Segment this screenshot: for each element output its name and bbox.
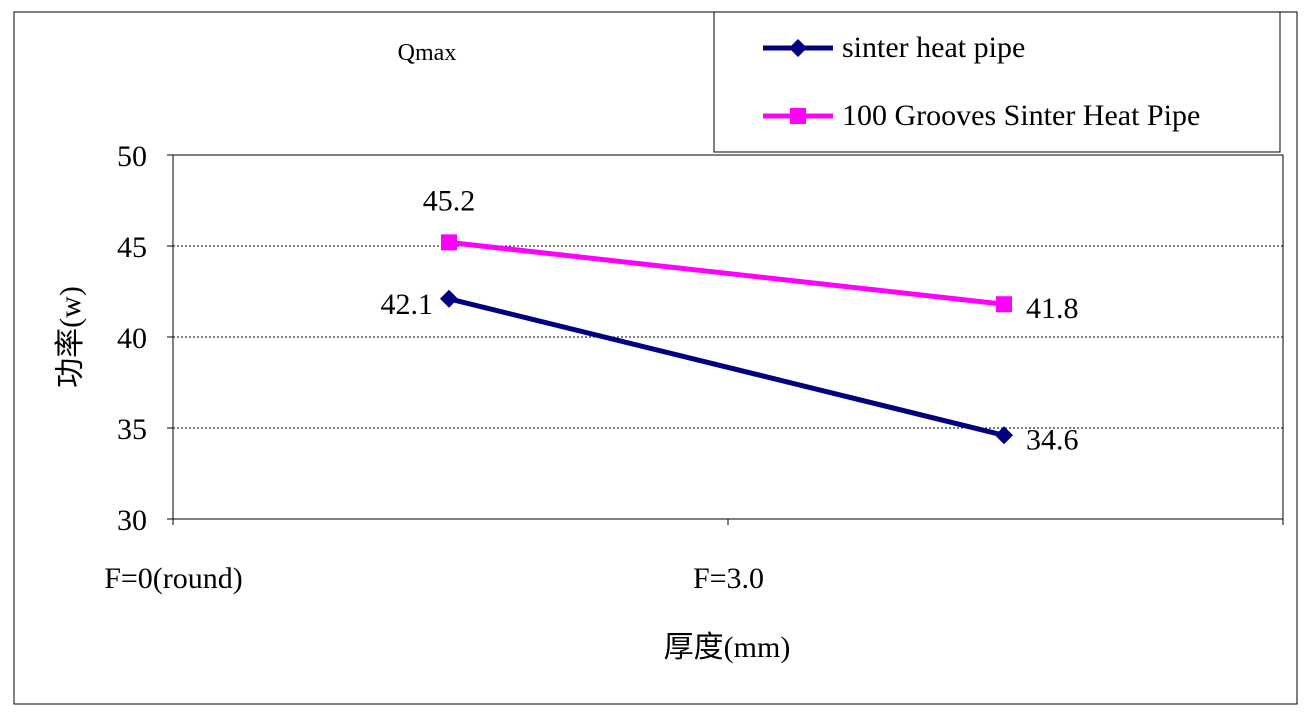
y-axis-title: 功率(w): [54, 286, 87, 388]
legend-swatch-marker: [789, 39, 807, 57]
legend: sinter heat pipe 100 Grooves Sinter Heat …: [713, 11, 1281, 153]
legend-items: sinter heat pipe 100 Grooves Sinter Heat …: [763, 31, 1200, 132]
data-label: 45.2: [423, 184, 476, 217]
x-tick-label: F=3.0: [693, 562, 764, 595]
axes: 30 35 40 45 50 F=0(round) F=3.0: [104, 140, 1284, 595]
series-group: 42.1 34.6 45.2 41.8: [381, 184, 1079, 456]
data-point: [440, 289, 458, 308]
chart-title: Qmax: [398, 40, 457, 66]
data-label: 42.1: [381, 288, 434, 321]
legend-label: sinter heat pipe: [842, 31, 1025, 64]
y-tick-label: 40: [117, 322, 147, 355]
series-1: 42.1 34.6: [381, 288, 1079, 457]
y-tick-label: 50: [117, 140, 147, 173]
y-tick-label: 35: [117, 413, 147, 446]
data-label: 41.8: [1026, 292, 1079, 325]
series-line: [448, 239, 1005, 307]
series-2: 45.2 41.8: [423, 184, 1079, 325]
data-label: 34.6: [1026, 423, 1079, 456]
data-point: [996, 296, 1012, 313]
plot-area: [172, 154, 1284, 520]
series-line: [448, 296, 1005, 438]
x-tick-label: F=0(round): [104, 562, 243, 595]
legend-label: 100 Grooves Sinter Heat Pipe: [842, 99, 1200, 132]
y-tick-label: 30: [117, 504, 147, 537]
data-point: [441, 234, 457, 251]
legend-box: [713, 11, 1281, 153]
y-tick-label: 45: [117, 231, 147, 264]
gridlines: [173, 245, 1283, 429]
legend-swatch-marker: [790, 108, 806, 124]
x-axis-title: 厚度(mm): [664, 631, 791, 664]
data-point: [995, 426, 1013, 445]
